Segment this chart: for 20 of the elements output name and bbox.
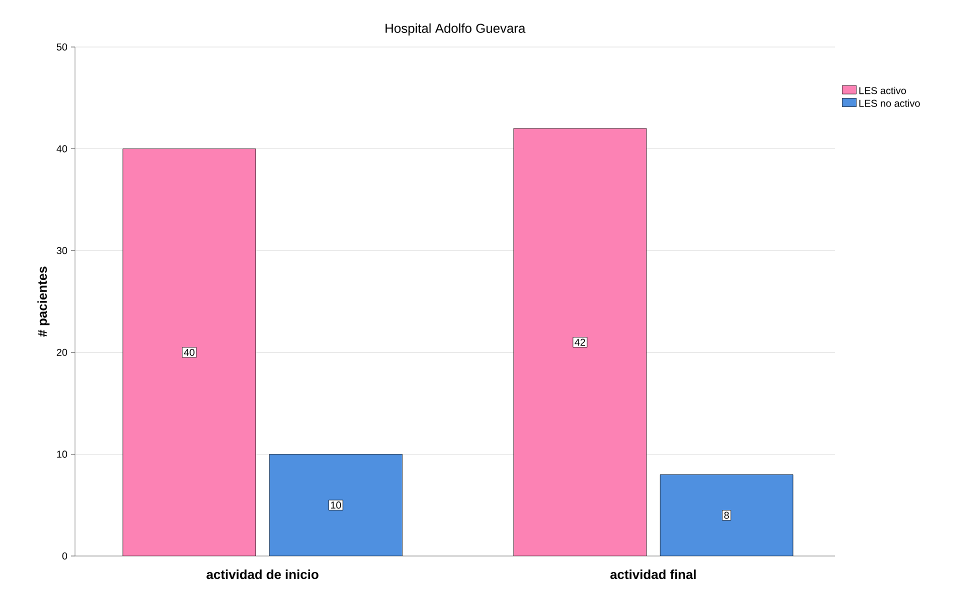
y-tick-label: 10 [57, 450, 68, 458]
bar [513, 128, 647, 556]
x-tick-label: actividad final [610, 570, 696, 580]
y-tick-label: 20 [56, 348, 68, 356]
data-label: 10 [331, 502, 341, 509]
legend-label: LES no activo [859, 100, 920, 107]
data-label: 40 [184, 348, 194, 356]
y-tick-label: 40 [56, 145, 68, 152]
data-label: 8 [724, 512, 729, 519]
bar [269, 454, 402, 556]
bar [660, 474, 794, 556]
data-label: 42 [574, 338, 586, 346]
y-tick-label: 0 [62, 552, 68, 560]
y-axis-title: # pacientes [37, 266, 50, 337]
y-tick-label: 30 [56, 247, 68, 254]
y-tick-label: 50 [56, 43, 68, 51]
chart-title: Hospital Adolfo Guevara [386, 23, 526, 36]
legend-label: LES activo [859, 86, 906, 94]
x-tick-label: actividad de inicio [206, 570, 318, 580]
bar [122, 148, 256, 556]
